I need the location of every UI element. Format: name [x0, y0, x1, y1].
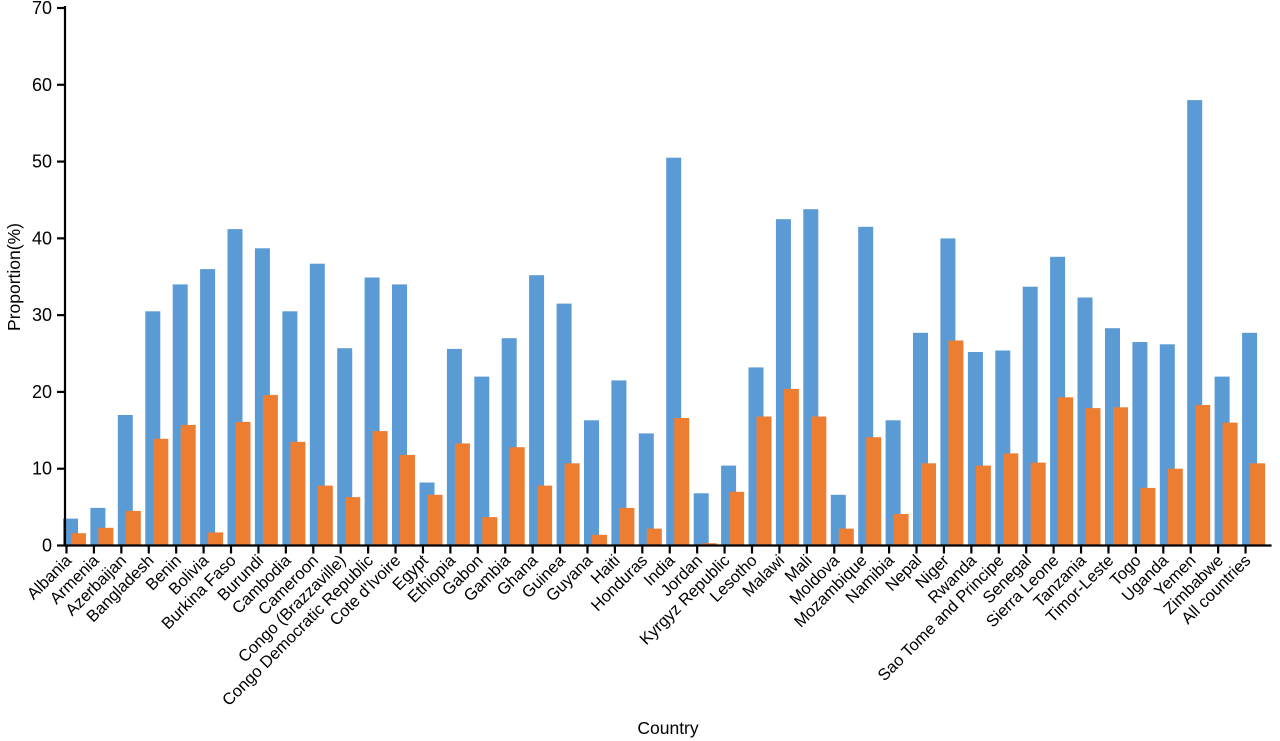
y-tick-label: 0: [42, 536, 52, 556]
y-tick-label: 70: [32, 0, 52, 18]
bar-blue-21: [638, 433, 654, 546]
bar-orange-11: [372, 431, 388, 546]
bar-orange-35: [1030, 462, 1046, 546]
bar-orange-1: [98, 527, 114, 546]
bar-orange-19: [592, 534, 607, 546]
bar-orange-7: [262, 395, 278, 546]
y-tick-label: 20: [32, 382, 52, 402]
bar-orange-6: [235, 421, 251, 546]
bar-orange-37: [1085, 408, 1101, 546]
bars-orange-series: [71, 340, 1266, 546]
bar-orange-36: [1058, 397, 1074, 546]
y-tick-label: 30: [32, 305, 52, 325]
bar-orange-24: [729, 491, 745, 546]
bar-orange-4: [180, 424, 196, 546]
bar-orange-31: [921, 463, 936, 546]
bar-orange-5: [208, 532, 224, 546]
bar-orange-17: [537, 485, 553, 546]
bar-orange-12: [400, 454, 415, 546]
bar-orange-3: [153, 438, 169, 546]
bar-blue-5: [200, 269, 216, 546]
y-tick-label: 10: [32, 459, 52, 479]
bar-orange-29: [866, 437, 882, 546]
bar-orange-38: [1113, 407, 1128, 546]
bar-blue-19: [584, 420, 599, 546]
bar-orange-0: [71, 533, 86, 546]
bar-orange-8: [290, 441, 306, 546]
bar-orange-22: [674, 418, 690, 546]
bar-orange-23: [701, 543, 717, 546]
bar-orange-15: [482, 517, 498, 546]
bar-orange-21: [646, 528, 662, 546]
y-tick-label: 40: [32, 228, 52, 248]
bar-orange-42: [1222, 422, 1238, 546]
bar-blue-20: [611, 380, 627, 546]
bar-orange-14: [454, 443, 470, 546]
bar-orange-40: [1167, 468, 1183, 546]
bar-orange-26: [783, 388, 799, 546]
bar-orange-10: [345, 497, 361, 546]
bar-orange-34: [1003, 453, 1019, 546]
bar-orange-27: [811, 416, 827, 546]
bar-orange-13: [427, 494, 443, 546]
bar-orange-43: [1250, 463, 1266, 546]
y-axis-title: Proportion(%): [4, 223, 24, 331]
x-axis-tick-labels: AlbaniaArmeniaAzerbaijanBangladeshBeninB…: [24, 545, 1254, 710]
bar-orange-30: [893, 514, 909, 546]
bar-orange-9: [317, 485, 333, 546]
bar-blue-23: [693, 493, 709, 546]
y-tick-label: 60: [32, 75, 52, 95]
bar-blue-17: [529, 275, 545, 546]
bar-orange-28: [838, 528, 854, 546]
bar-blue-10: [337, 348, 353, 546]
bar-blue-9: [309, 263, 325, 546]
bar-orange-16: [509, 447, 525, 546]
bar-orange-41: [1195, 405, 1211, 546]
bar-blue-15: [474, 376, 490, 546]
x-axis-title: Country: [637, 718, 699, 738]
bar-orange-18: [564, 463, 580, 546]
axes: [63, 6, 1272, 547]
bar-orange-39: [1140, 487, 1156, 546]
bar-orange-32: [948, 340, 964, 546]
y-tick-label: 50: [32, 152, 52, 172]
bar-orange-25: [756, 416, 772, 546]
y-axis-tick-labels: 0 10 20 30 40 50 60 70: [32, 0, 65, 556]
bar-orange-33: [975, 465, 991, 546]
bar-orange-2: [125, 510, 141, 546]
bar-orange-20: [619, 507, 635, 546]
